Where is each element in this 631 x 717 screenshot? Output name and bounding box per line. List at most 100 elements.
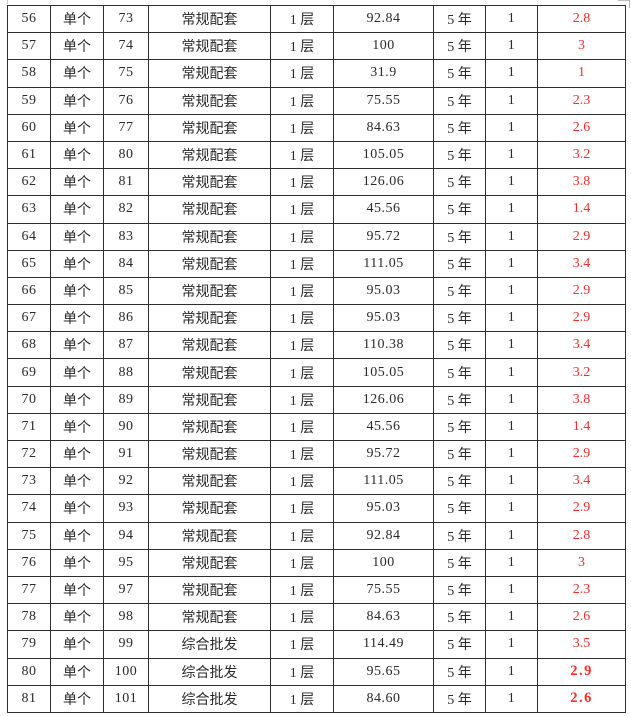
cell-qty: 1	[485, 32, 538, 61]
cell-area: 105.05	[333, 358, 434, 387]
cell-floor: 1 层	[270, 222, 334, 251]
cell-type: 单个	[50, 140, 104, 170]
cell-type: 单个	[50, 168, 104, 197]
cell-qty: 1	[485, 684, 538, 713]
table-row: 69 单个 88 常规配套 1 层 105.05 5 年 1 3.2	[7, 358, 626, 387]
cell-num: 100	[103, 657, 149, 686]
cell-term: 5 年	[433, 603, 486, 632]
cell-qty: 1	[485, 86, 538, 115]
cell-num: 84	[103, 249, 149, 278]
table-row: 80 单个 100 综合批发 1 层 95.65 5 年 1 2.9	[7, 657, 626, 686]
cell-no: 70	[7, 385, 51, 414]
cell-qty: 1	[485, 195, 538, 224]
table-row: 70 单个 89 常规配套 1 层 126.06 5 年 1 3.8	[7, 385, 626, 414]
cell-floor: 1 层	[270, 304, 334, 333]
cell-category: 常规配套	[148, 439, 271, 469]
cell-no: 77	[7, 575, 51, 605]
cell-category: 常规配套	[148, 603, 271, 632]
cell-type: 单个	[50, 276, 104, 306]
cell-type: 单个	[50, 657, 104, 686]
cell-no: 74	[7, 494, 51, 523]
cell-qty: 1	[485, 4, 538, 34]
cell-area: 105.05	[333, 140, 434, 170]
cell-value: 3	[537, 32, 626, 61]
cell-category: 常规配套	[148, 494, 271, 523]
cell-type: 单个	[50, 630, 104, 659]
cell-qty: 1	[485, 331, 538, 360]
cell-area: 114.49	[333, 630, 434, 659]
cell-category: 常规配套	[148, 168, 271, 197]
cell-term: 5 年	[433, 467, 486, 496]
cell-category: 综合批发	[148, 657, 271, 686]
cell-category: 常规配套	[148, 358, 271, 387]
cell-qty: 1	[485, 113, 538, 142]
cell-term: 5 年	[433, 195, 486, 224]
cell-category: 常规配套	[148, 140, 271, 170]
cell-floor: 1 层	[270, 59, 334, 88]
cell-area: 95.65	[333, 657, 434, 686]
cell-qty: 1	[485, 657, 538, 686]
cell-no: 75	[7, 521, 51, 550]
cell-value: 2.9	[537, 494, 626, 523]
cell-value: 1.4	[537, 412, 626, 442]
cell-floor: 1 层	[270, 276, 334, 306]
cell-area: 84.63	[333, 113, 434, 142]
cell-num: 87	[103, 331, 149, 360]
cell-num: 73	[103, 4, 149, 34]
cell-floor: 1 层	[270, 168, 334, 197]
cell-term: 5 年	[433, 684, 486, 713]
cell-no: 62	[7, 168, 51, 197]
cell-num: 97	[103, 575, 149, 605]
cell-num: 76	[103, 86, 149, 115]
cell-type: 单个	[50, 494, 104, 523]
cell-category: 综合批发	[148, 684, 271, 713]
cell-area: 126.06	[333, 168, 434, 197]
cell-num: 90	[103, 412, 149, 442]
cell-qty: 1	[485, 494, 538, 523]
cell-floor: 1 层	[270, 521, 334, 550]
table-row: 79 单个 99 综合批发 1 层 114.49 5 年 1 3.5	[7, 630, 626, 659]
cell-value: 3.4	[537, 331, 626, 360]
cell-type: 单个	[50, 4, 104, 34]
cell-value: 2.9	[537, 657, 626, 686]
cell-value: 2.6	[537, 684, 626, 713]
cell-category: 综合批发	[148, 630, 271, 659]
cell-floor: 1 层	[270, 603, 334, 632]
cell-floor: 1 层	[270, 467, 334, 496]
cell-qty: 1	[485, 249, 538, 278]
cell-term: 5 年	[433, 385, 486, 414]
cell-floor: 1 层	[270, 385, 334, 414]
cell-num: 85	[103, 276, 149, 306]
cell-no: 76	[7, 548, 51, 577]
cell-value: 1.4	[537, 195, 626, 224]
cell-term: 5 年	[433, 304, 486, 333]
cell-floor: 1 层	[270, 575, 334, 605]
cell-no: 80	[7, 657, 51, 686]
cell-value: 2.3	[537, 575, 626, 605]
cell-area: 92.84	[333, 521, 434, 550]
cell-term: 5 年	[433, 412, 486, 442]
table-body: 56 单个 73 常规配套 1 层 92.84 5 年 1 2.8 57 单个 74 常规配套 1 层 10…	[7, 4, 626, 713]
cell-area: 84.60	[333, 684, 434, 713]
cell-term: 5 年	[433, 630, 486, 659]
cell-value: 3.2	[537, 140, 626, 170]
cell-num: 88	[103, 358, 149, 387]
cell-category: 常规配套	[148, 521, 271, 550]
cell-value: 3.4	[537, 249, 626, 278]
cell-term: 5 年	[433, 657, 486, 686]
cell-value: 2.8	[537, 4, 626, 34]
cell-no: 78	[7, 603, 51, 632]
cell-term: 5 年	[433, 222, 486, 251]
cell-term: 5 年	[433, 358, 486, 387]
cell-area: 45.56	[333, 195, 434, 224]
cell-no: 64	[7, 222, 51, 251]
cell-num: 83	[103, 222, 149, 251]
cell-floor: 1 层	[270, 548, 334, 577]
cell-value: 2.9	[537, 222, 626, 251]
cell-qty: 1	[485, 548, 538, 577]
cell-term: 5 年	[433, 575, 486, 605]
cell-category: 常规配套	[148, 575, 271, 605]
cell-num: 95	[103, 548, 149, 577]
cell-no: 57	[7, 32, 51, 61]
